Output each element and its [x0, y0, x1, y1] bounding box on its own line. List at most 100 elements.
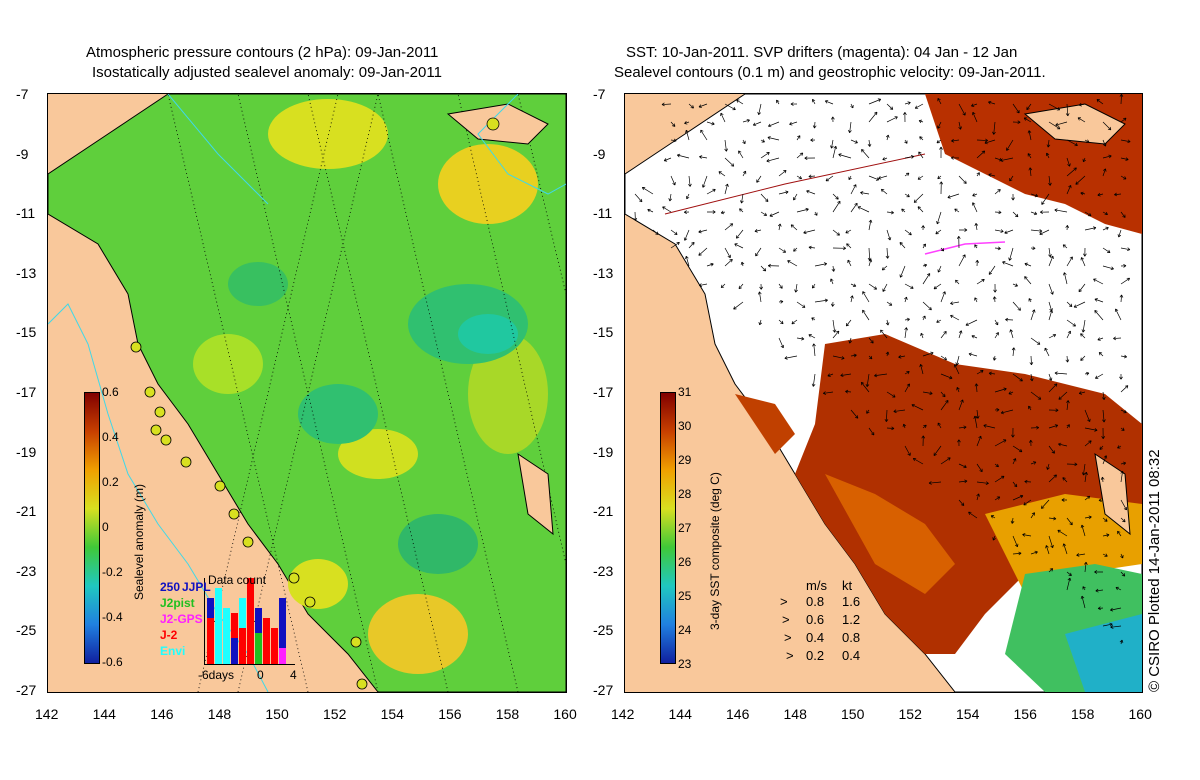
velocity-arrow	[956, 235, 961, 249]
velocity-arrow	[1078, 283, 1086, 293]
velocity-arrow	[1030, 229, 1043, 233]
velocity-arrow	[757, 291, 762, 303]
velocity-arrow-icon: >	[782, 612, 790, 627]
velocity-arrow	[881, 265, 888, 271]
velocity-arrow	[1058, 442, 1068, 447]
velocity-arrow	[832, 246, 846, 251]
velocity-arrow	[904, 296, 908, 303]
velocity-arrow	[988, 173, 996, 177]
velocity-arrow	[1120, 461, 1127, 466]
velocity-arrow	[904, 383, 911, 393]
velocity-arrow	[688, 241, 695, 249]
legend-j2pist: J2pist	[160, 596, 195, 610]
velocity-kt: 1.2	[842, 612, 861, 627]
velocity-arrow	[634, 193, 643, 203]
velocity-arrow	[1101, 427, 1106, 439]
y-tick-label: -15	[593, 324, 614, 341]
velocity-arrow	[994, 387, 1007, 393]
velocity-arrow	[1084, 211, 1092, 217]
velocity-arrow	[904, 172, 910, 177]
velocity-arrow	[1066, 571, 1072, 577]
y-tick-label: -11	[593, 205, 613, 222]
velocity-arrow	[1084, 427, 1098, 432]
velocity-arrow	[756, 175, 762, 183]
velocity-arrow	[976, 370, 984, 375]
y-tick-label: -23	[593, 562, 614, 579]
velocity-arrow	[832, 193, 839, 200]
velocity-arrow	[933, 283, 942, 290]
velocity-arrow	[1048, 535, 1054, 549]
velocity-arrow	[699, 155, 708, 159]
velocity-arrow	[958, 499, 965, 506]
velocity-arrow	[848, 121, 852, 134]
velocity-arrow	[685, 129, 690, 141]
velocity-arrow	[739, 208, 744, 213]
velocity-arrow	[830, 301, 835, 307]
velocity-arrow	[1012, 445, 1023, 453]
velocity-arrow	[988, 265, 996, 275]
velocity-arrow	[812, 121, 817, 129]
velocity-arrow	[742, 170, 747, 177]
velocity-arrow	[1057, 529, 1068, 537]
velocity-arrow	[1065, 225, 1070, 231]
velocity-arrow	[1102, 455, 1108, 465]
velocity-arrow	[777, 223, 782, 231]
velocity-arrow	[958, 463, 967, 469]
velocity-arrow	[1081, 319, 1086, 333]
velocity-arrow	[1098, 498, 1104, 503]
velocity-arrow	[742, 118, 750, 123]
velocity-arrow	[1102, 211, 1108, 216]
velocity-arrow	[734, 243, 744, 249]
velocity-arrow	[850, 139, 858, 144]
right-colorbar-tick: 27	[678, 521, 692, 535]
velocity-arrow	[1048, 474, 1057, 483]
velocity-arrow	[845, 389, 852, 394]
velocity-arrow	[670, 175, 676, 186]
velocity-arrow	[850, 353, 857, 358]
velocity-arrow	[1120, 117, 1127, 123]
velocity-arrow	[1062, 477, 1068, 483]
velocity-arrow	[796, 207, 809, 213]
velocity-arrow	[958, 254, 966, 267]
velocity-arrow	[812, 283, 816, 289]
velocity-arrow	[958, 425, 967, 430]
velocity-arrow	[935, 229, 942, 235]
velocity-arrow	[1097, 192, 1104, 197]
x-tick-label: 158	[1071, 706, 1095, 722]
velocity-arrow	[937, 175, 942, 180]
velocity-arrow	[778, 190, 789, 195]
velocity-arrow	[971, 202, 978, 213]
velocity-arrow	[670, 138, 677, 143]
velocity-arrow	[767, 136, 780, 141]
velocity-arrow	[1039, 229, 1050, 236]
y-tick-label: -19	[16, 443, 37, 460]
velocity-arrow	[868, 258, 873, 267]
velocity-kt: 0.8	[842, 630, 861, 645]
right-title-line1: SST: 10-Jan-2011. SVP drifters (magenta)…	[626, 44, 1018, 61]
velocity-arrow	[1012, 211, 1019, 218]
y-tick-label: -15	[16, 324, 37, 341]
velocity-arrow	[994, 332, 999, 339]
velocity-arrow	[958, 228, 968, 232]
x-tick-label: 150	[265, 706, 289, 722]
velocity-arrow	[1075, 175, 1086, 185]
velocity-arrow	[1065, 355, 1070, 363]
velocity-arrow	[965, 319, 978, 326]
velocity-arrow	[886, 116, 898, 123]
x-tick-label: 146	[150, 706, 174, 722]
velocity-arrow	[1120, 139, 1131, 144]
velocity-arrow	[911, 403, 924, 411]
velocity-arrow	[1115, 586, 1122, 591]
velocity-arrow	[778, 283, 783, 289]
velocity-arrow	[670, 121, 676, 127]
velocity-arrow	[848, 175, 852, 181]
velocity-arrow	[1073, 301, 1086, 308]
left-colorbar-tick: -0.4	[102, 610, 123, 624]
velocity-arrow	[1030, 211, 1038, 216]
right-colorbar-tick: 31	[678, 385, 692, 399]
velocity-arrow	[633, 211, 638, 221]
velocity-arrow	[1076, 553, 1086, 557]
velocity-arrow	[973, 415, 978, 429]
velocity-arrow	[796, 175, 803, 180]
velocity-arrow	[1094, 298, 1104, 303]
